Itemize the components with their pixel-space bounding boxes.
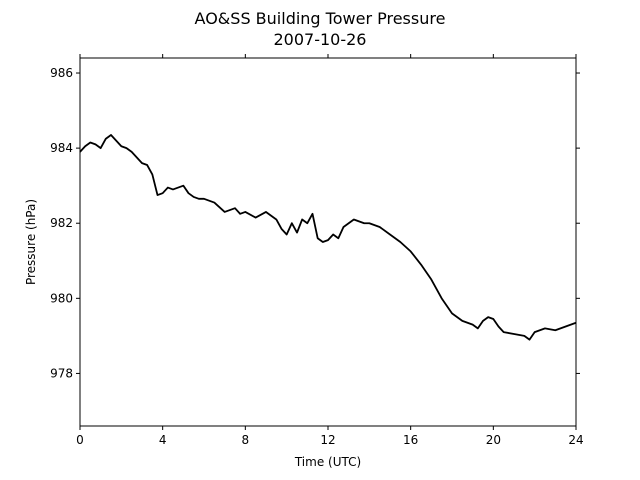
y-tick-label: 984 bbox=[50, 141, 73, 155]
x-tick-label: 8 bbox=[242, 433, 250, 447]
x-tick-label: 4 bbox=[159, 433, 167, 447]
y-tick-label: 982 bbox=[50, 216, 73, 230]
x-tick-label: 20 bbox=[486, 433, 501, 447]
chart-subtitle: 2007-10-26 bbox=[274, 30, 367, 49]
y-tick-label: 978 bbox=[50, 366, 73, 380]
x-axis-label: Time (UTC) bbox=[294, 455, 361, 469]
chart-title: AO&SS Building Tower Pressure bbox=[195, 9, 446, 28]
y-axis-label: Pressure (hPa) bbox=[24, 199, 38, 285]
x-tick-label: 0 bbox=[76, 433, 84, 447]
pressure-series-line bbox=[79, 134, 577, 341]
x-tick-label: 12 bbox=[320, 433, 335, 447]
y-tick-label: 980 bbox=[50, 291, 73, 305]
x-tick-label: 24 bbox=[568, 433, 583, 447]
x-tick-label: 16 bbox=[403, 433, 418, 447]
plot-frame bbox=[79, 57, 577, 427]
y-tick-label: 986 bbox=[50, 66, 73, 80]
plot-area: 0 4 8 12 16 20 24 978 980 982 984 986 bbox=[50, 54, 584, 447]
